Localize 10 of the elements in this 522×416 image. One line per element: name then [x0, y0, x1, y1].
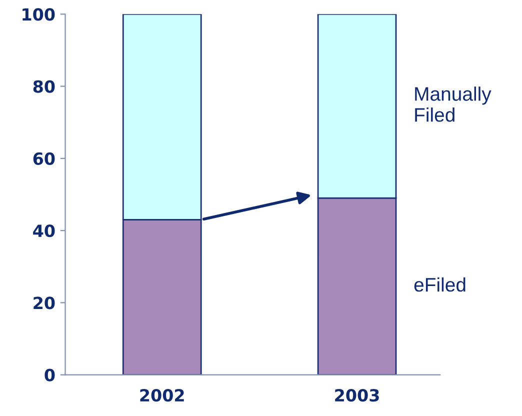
series-label: Manually Filed — [415, 86, 492, 122]
x-tick-label: 2002 — [140, 389, 184, 402]
series-label: eFiled — [414, 277, 466, 292]
y-tick-label: 60 — [33, 152, 55, 165]
x-tick-label: 2003 — [335, 389, 379, 402]
y-tick-label: 100 — [22, 8, 55, 21]
y-tick-label: 20 — [34, 296, 55, 310]
y-tick-label: 40 — [33, 224, 55, 238]
y-tick-label: 80 — [33, 80, 55, 93]
y-tick-label: 0 — [44, 368, 55, 382]
